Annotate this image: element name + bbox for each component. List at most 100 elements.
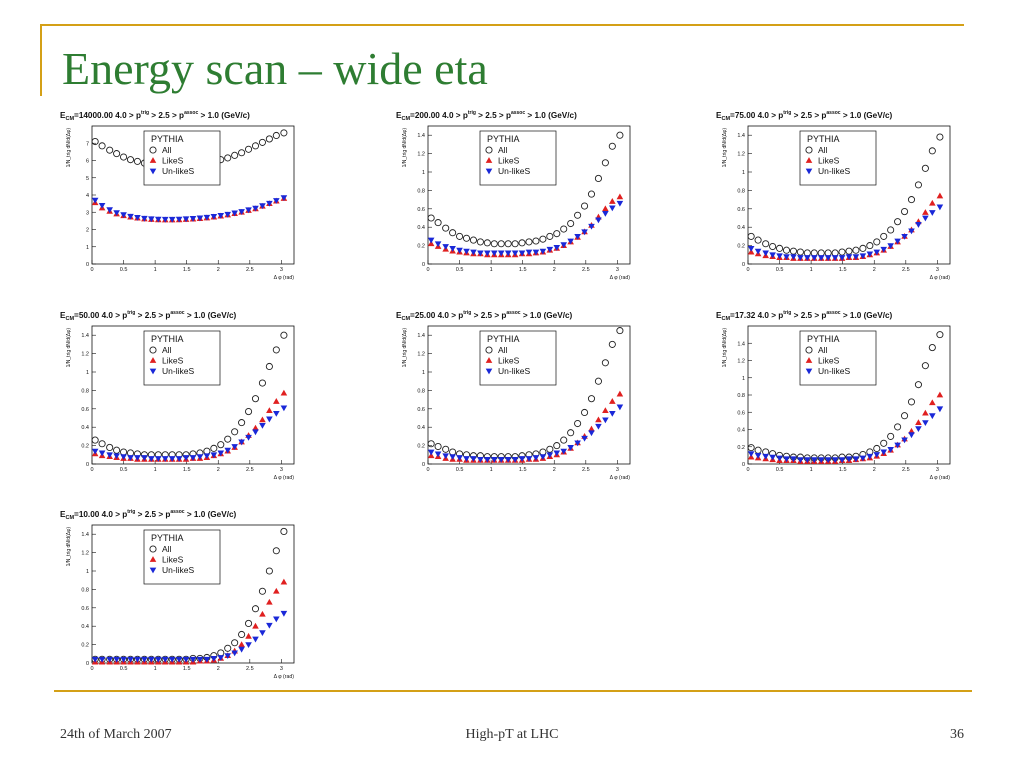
- data-point: [859, 455, 867, 462]
- data-point: [252, 424, 259, 431]
- data-point: [914, 381, 922, 389]
- data-point: [789, 247, 797, 255]
- data-point: [754, 248, 762, 255]
- series-un-likes: [91, 405, 288, 462]
- data-point: [161, 456, 169, 462]
- data-point: [595, 416, 602, 423]
- data-point: [560, 436, 568, 444]
- y-tick-label: 1: [422, 370, 425, 376]
- y-tick-label: 0.4: [417, 425, 425, 431]
- data-point: [616, 327, 624, 335]
- data-point: [168, 216, 176, 223]
- x-tick-label: 3: [936, 467, 939, 473]
- data-point: [427, 440, 435, 448]
- data-point: [280, 195, 288, 201]
- data-point: [266, 622, 273, 629]
- footer-title: High-pT at LHC: [465, 727, 559, 742]
- data-point: [113, 453, 120, 460]
- data-point: [259, 416, 266, 423]
- series-un-likes: [91, 610, 288, 663]
- data-point: [567, 238, 574, 245]
- data-point: [273, 616, 280, 623]
- x-tick-label: 2.5: [582, 467, 590, 473]
- data-point: [113, 150, 121, 158]
- data-point: [866, 453, 874, 460]
- x-tick-label: 0: [746, 267, 749, 273]
- data-point: [838, 457, 846, 464]
- legend-header: PYTHIA: [807, 334, 840, 344]
- footer-date: 24th of March 2007: [60, 727, 172, 742]
- y-tick-label: 1.4: [737, 341, 745, 347]
- data-point: [113, 210, 120, 216]
- data-point: [880, 449, 888, 456]
- data-point: [449, 454, 456, 461]
- data-point: [936, 133, 944, 141]
- data-point: [511, 240, 519, 248]
- data-point: [210, 656, 218, 662]
- data-point: [609, 205, 616, 212]
- data-point: [922, 209, 929, 215]
- data-point: [790, 254, 797, 261]
- y-tick-label: 0: [86, 262, 89, 268]
- data-point: [259, 630, 266, 637]
- data-point: [265, 567, 273, 575]
- data-point: [224, 447, 232, 454]
- data-point: [252, 205, 259, 212]
- data-point: [148, 456, 155, 462]
- data-point: [859, 244, 867, 252]
- y-tick-label: 1.2: [737, 359, 745, 365]
- data-point: [113, 446, 121, 454]
- data-point: [244, 619, 253, 627]
- data-point: [810, 457, 818, 464]
- x-tick-label: 3: [280, 666, 283, 672]
- x-tick-label: 0: [426, 267, 429, 273]
- data-point: [182, 455, 190, 461]
- data-point: [595, 423, 602, 430]
- data-point: [783, 456, 790, 463]
- data-point: [238, 149, 246, 157]
- data-point: [845, 456, 853, 463]
- data-point: [574, 440, 581, 447]
- y-tick-label: 0.8: [81, 388, 89, 394]
- y-tick-label: 1: [86, 245, 89, 251]
- data-point: [852, 246, 860, 254]
- data-point: [553, 230, 561, 238]
- data-point: [231, 210, 238, 217]
- data-point: [449, 245, 456, 252]
- data-point: [434, 451, 442, 458]
- data-point: [470, 456, 477, 462]
- data-point: [120, 656, 127, 663]
- data-point: [490, 457, 498, 463]
- data-point: [265, 362, 273, 371]
- data-point: [824, 255, 832, 261]
- legend-label: LikeS: [162, 555, 184, 565]
- data-point: [91, 137, 99, 146]
- legend-label: All: [498, 345, 508, 355]
- data-point: [434, 241, 442, 248]
- chart-svg: ECM=200.00 4.0 > ptrig > 2.5 > passoc > …: [396, 110, 631, 281]
- data-point: [887, 432, 895, 440]
- legend-marker: [805, 346, 813, 354]
- x-tick-label: 2: [217, 467, 220, 473]
- x-tick-label: 0.5: [456, 467, 464, 473]
- data-point: [120, 454, 127, 461]
- x-tick-label: 1: [810, 467, 813, 473]
- data-point: [921, 164, 929, 172]
- x-tick-label: 2: [217, 267, 220, 273]
- data-point: [98, 656, 106, 663]
- data-point: [900, 208, 909, 216]
- y-tick-label: 0.4: [81, 624, 89, 630]
- y-tick-label: 1.4: [417, 133, 425, 139]
- data-point: [921, 362, 929, 370]
- data-point: [98, 142, 106, 150]
- data-point: [936, 331, 944, 339]
- data-point: [456, 455, 463, 461]
- data-point: [546, 452, 554, 459]
- data-point: [894, 423, 902, 431]
- y-axis-label: 1/N_trig dN/d(Δφ): [66, 527, 72, 567]
- data-point: [880, 246, 888, 253]
- data-point: [252, 636, 259, 643]
- chart-title: ECM=200.00 4.0 > ptrig > 2.5 > passoc > …: [396, 110, 577, 122]
- data-point: [91, 197, 99, 204]
